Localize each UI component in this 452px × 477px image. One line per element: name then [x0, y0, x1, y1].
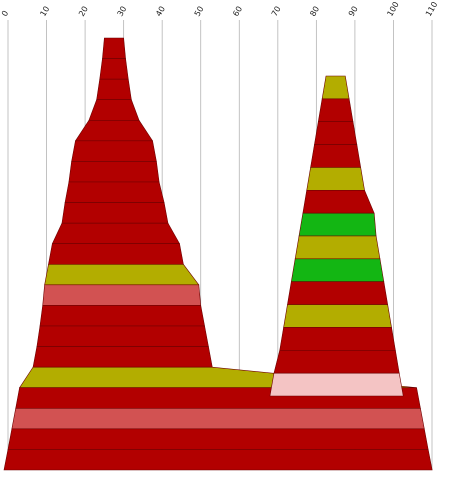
band-segment	[61, 202, 169, 224]
band-segment	[51, 222, 181, 245]
plot-area	[3, 37, 433, 471]
x-axis-tick-labels: 0 10 20 30 40 50 60 70 80 90 100 110	[0, 0, 439, 18]
band-segment	[290, 258, 385, 283]
x-tick-label: 10	[38, 5, 51, 18]
band-segment	[314, 121, 358, 145]
band-segment	[64, 181, 165, 203]
band-segment	[321, 75, 350, 100]
band-segment	[283, 304, 392, 328]
band-segment	[302, 189, 375, 214]
x-tick-label: 90	[347, 5, 360, 18]
x-tick-label: 40	[154, 5, 167, 18]
band-segment	[279, 327, 396, 351]
x-tick-label: 100	[385, 0, 400, 18]
band-segment	[273, 349, 400, 374]
band-segment	[287, 281, 389, 305]
band-segment	[74, 119, 154, 142]
band-segment	[68, 161, 160, 183]
x-tick-label: 60	[231, 5, 244, 18]
band-segment	[42, 284, 202, 306]
band-segment	[306, 167, 365, 191]
band-segment	[44, 263, 200, 286]
band-segment	[71, 140, 157, 162]
band-segment	[48, 243, 184, 265]
band-segment	[99, 58, 129, 80]
x-tick-label: 50	[193, 5, 206, 18]
band-stack-1	[3, 37, 433, 471]
band-segment	[88, 99, 140, 121]
band-segment	[317, 98, 354, 123]
band-segment	[36, 325, 209, 347]
band-segment	[102, 37, 126, 59]
x-tick-label: 30	[116, 5, 129, 18]
band-stack-2	[269, 75, 404, 397]
band-segment	[294, 235, 381, 260]
band-segment	[298, 212, 377, 237]
x-tick-label: 0	[0, 9, 10, 18]
band-segment	[39, 305, 205, 327]
band-segment	[32, 346, 213, 368]
band-segment	[310, 144, 362, 168]
band-segment	[96, 78, 132, 101]
x-tick-label: 20	[77, 5, 90, 18]
band-segment	[7, 428, 429, 450]
band-segment	[3, 449, 433, 471]
x-tick-label: 80	[308, 5, 321, 18]
band-segment	[11, 407, 425, 430]
band-segment	[269, 372, 404, 397]
x-tick-label: 110	[424, 0, 439, 18]
x-tick-label: 70	[270, 5, 283, 18]
